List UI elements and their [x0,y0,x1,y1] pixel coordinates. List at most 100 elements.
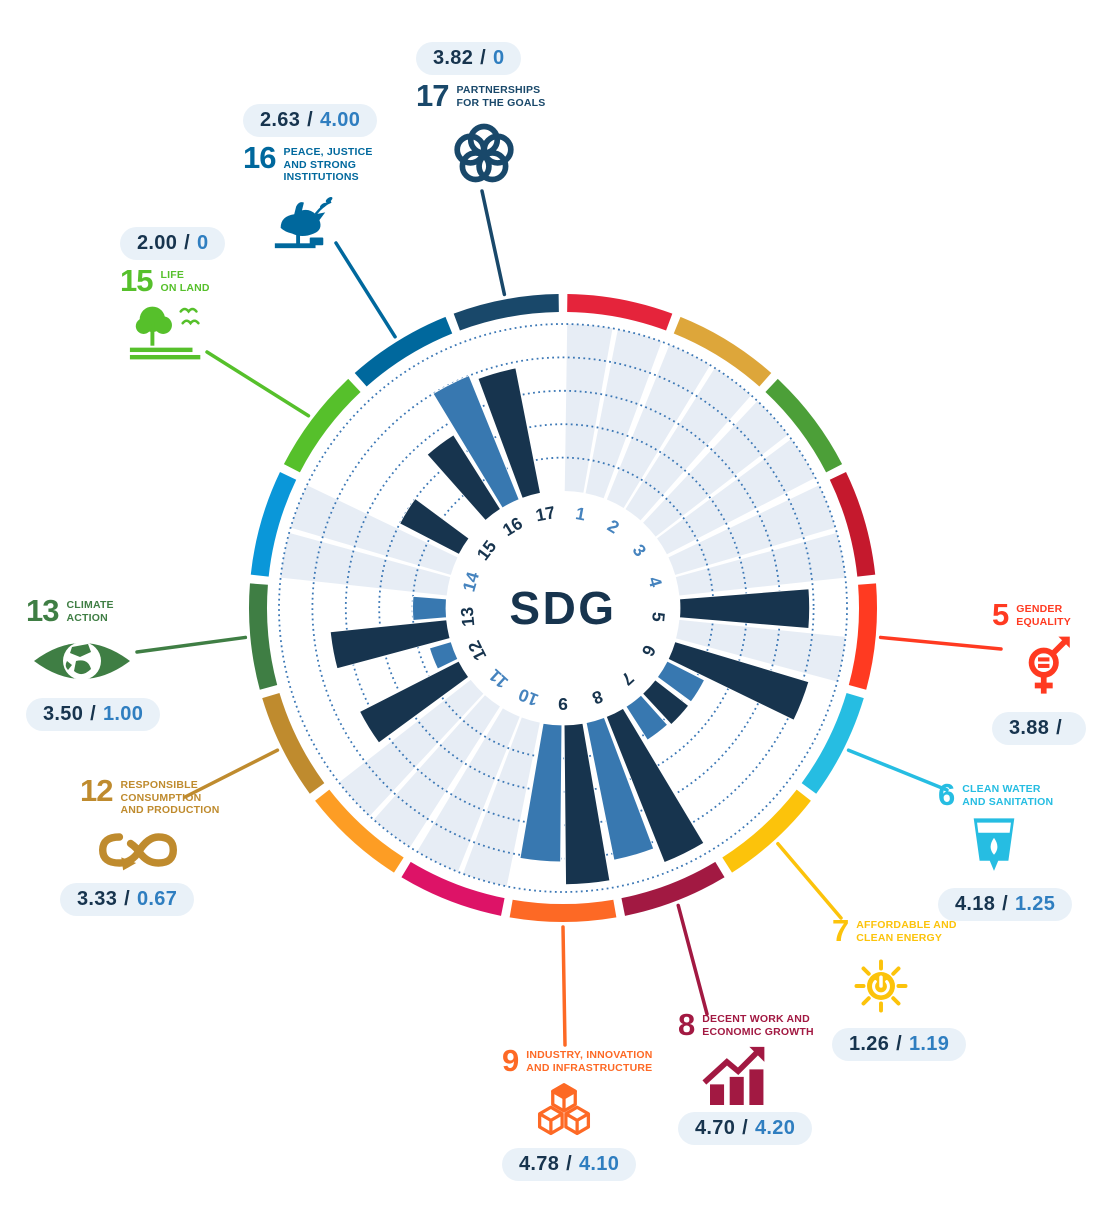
ring-segment-sdg3 [765,378,843,473]
grid-ring-5 [278,323,848,893]
sdg5-header: 5 GENDER EQUALITY [992,597,1071,632]
ring-segment-sdg16 [354,316,453,387]
sdg17-score-badge: 3.82 / 0 [416,42,522,75]
sector-15-slot-secondary [338,400,483,537]
sdg5-number: 5 [992,597,1009,632]
sdg17-label: 3.82 / 0 17 PARTNERSHIPS FOR THE GOALS [416,42,545,192]
sector-5-slot-secondary [675,619,846,682]
leader-line-sdg6 [846,748,949,792]
sector-10-slot-primary [462,717,540,887]
bar-primary-sdg13 [329,619,451,670]
sector-17-slot-secondary [513,324,562,493]
score-primary: 4.18 [955,893,996,916]
sdg17-number: 17 [416,78,449,113]
sdg5-score-badge: 3.88 / [992,712,1086,746]
sdg9-header: 9 INDUSTRY, INNOVATION AND INFRASTRUCTUR… [502,1045,653,1076]
ring-segment-sdg5 [848,583,877,690]
sdg6-header: 6 CLEAN WATER AND SANITATION [938,777,1054,812]
life-on-land-icon [126,301,214,363]
bar-secondary-sdg9 [519,722,563,863]
sdg7-number: 7 [832,913,849,948]
sdg12-number: 12 [80,773,113,808]
score-primary: 2.63 [260,109,301,131]
ring-segment-sdg7 [722,789,811,873]
leader-line-sdg12 [183,748,280,799]
sdg7-label: 7 AFFORDABLE AND CLEAN ENERGY 1.26 / 1.19 [832,913,967,1062]
ring-segment-sdg14 [250,471,297,577]
leader-line-sdg5 [878,635,1003,651]
sector-number-1: 1 [574,503,588,524]
sdg12-header: 12 RESPONSIBLE CONSUMPTION AND PRODUCTIO… [80,773,220,817]
score-separator: / [742,1117,748,1140]
ring-segment-sdg1 [567,294,673,331]
sdg12-label: 12 RESPONSIBLE CONSUMPTION AND PRODUCTIO… [60,773,220,916]
climate-action-icon [30,631,134,691]
leader-line-sdg13 [135,635,248,654]
score-primary: 1.26 [849,1033,890,1056]
sector-3-slot-secondary [657,439,816,555]
sector-number-15: 15 [473,536,501,564]
sector-1-slot-primary [564,324,613,493]
sector-number-4: 4 [644,574,666,589]
bar-secondary-sdg16 [432,375,520,509]
sector-number-6: 6 [638,642,660,660]
score-primary: 3.82 [433,47,474,69]
clean-water-icon [966,815,1022,881]
sector-2-slot-primary [606,344,711,508]
score-secondary: 4.20 [755,1117,796,1140]
sector-13-slot-secondary [279,585,447,632]
sdg15-score-badge: 2.00 / 0 [120,227,226,260]
sdg8-label: 8 DECENT WORK AND ECONOMIC GROWTH 4.70/4… [678,1009,814,1146]
score-secondary: 0.67 [137,887,178,910]
leader-line-sdg16 [334,241,397,339]
score-secondary: 4.10 [579,1153,620,1176]
bar-primary-sdg7 [642,679,690,726]
score-separator: / [307,109,313,131]
leader-line-sdg15 [205,350,311,418]
sdg6-title: CLEAN WATER AND SANITATION [962,783,1054,808]
sdg9-score-badge: 4.78 / 4.10 [502,1148,637,1182]
sector-number-5: 5 [648,611,669,623]
sector-number-14: 14 [459,569,484,593]
ring-segment-sdg6 [801,692,864,794]
score-secondary: 1.00 [103,703,144,726]
score-primary: 3.88 [1009,717,1050,740]
sector-11-slot-secondary [338,679,484,817]
sdg5-label: 5 GENDER EQUALITY 3.88 / [992,597,1086,746]
sdg16-header: 16 PEACE, JUSTICE AND STRONG INSTITUTION… [243,142,373,184]
grid-ring-4 [311,356,815,860]
score-primary: 4.78 [519,1153,560,1176]
ring-segment-sdg13 [248,583,278,690]
score-secondary: 0 [493,47,505,69]
score-secondary: 1.25 [1015,893,1056,916]
sector-number-3: 3 [629,540,651,560]
sdg16-title: PEACE, JUSTICE AND STRONG INSTITUTIONS [283,146,373,184]
sector-number-13: 13 [457,606,479,627]
sdg15-title: LIFE ON LAND [160,269,210,294]
bar-primary-sdg9 [563,722,611,886]
value-bars [329,367,810,886]
sdg12-title: RESPONSIBLE CONSUMPTION AND PRODUCTION [120,779,220,817]
bar-secondary-sdg6 [656,660,705,703]
bar-primary-sdg17 [477,367,541,499]
sector-number-7: 7 [617,668,638,689]
clean-energy-icon [844,951,918,1021]
outer-color-ring [248,294,877,922]
sdg15-number: 15 [120,263,153,298]
bar-primary-sdg6 [667,641,810,721]
sdg8-header: 8 DECENT WORK AND ECONOMIC GROWTH [678,1009,814,1040]
sdg9-label: 9 INDUSTRY, INNOVATION AND INFRASTRUCTUR… [502,1045,653,1182]
score-separator: / [124,887,130,910]
sdg13-score-badge: 3.50 / 1.00 [26,698,161,732]
sector-number-2: 2 [604,515,623,537]
leader-line-sdg8 [676,903,709,1016]
sdg16-score-badge: 2.63 / 4.00 [243,104,378,137]
sdg6-score-badge: 4.18 / 1.25 [938,888,1073,922]
sector-number-8: 8 [589,686,606,708]
sdg7-title: AFFORDABLE AND CLEAN ENERGY [856,919,957,944]
sector-14-slot-primary [280,532,451,596]
sector-number-12: 12 [464,637,491,664]
score-primary: 3.33 [77,887,118,910]
sdg6-number: 6 [938,777,955,812]
